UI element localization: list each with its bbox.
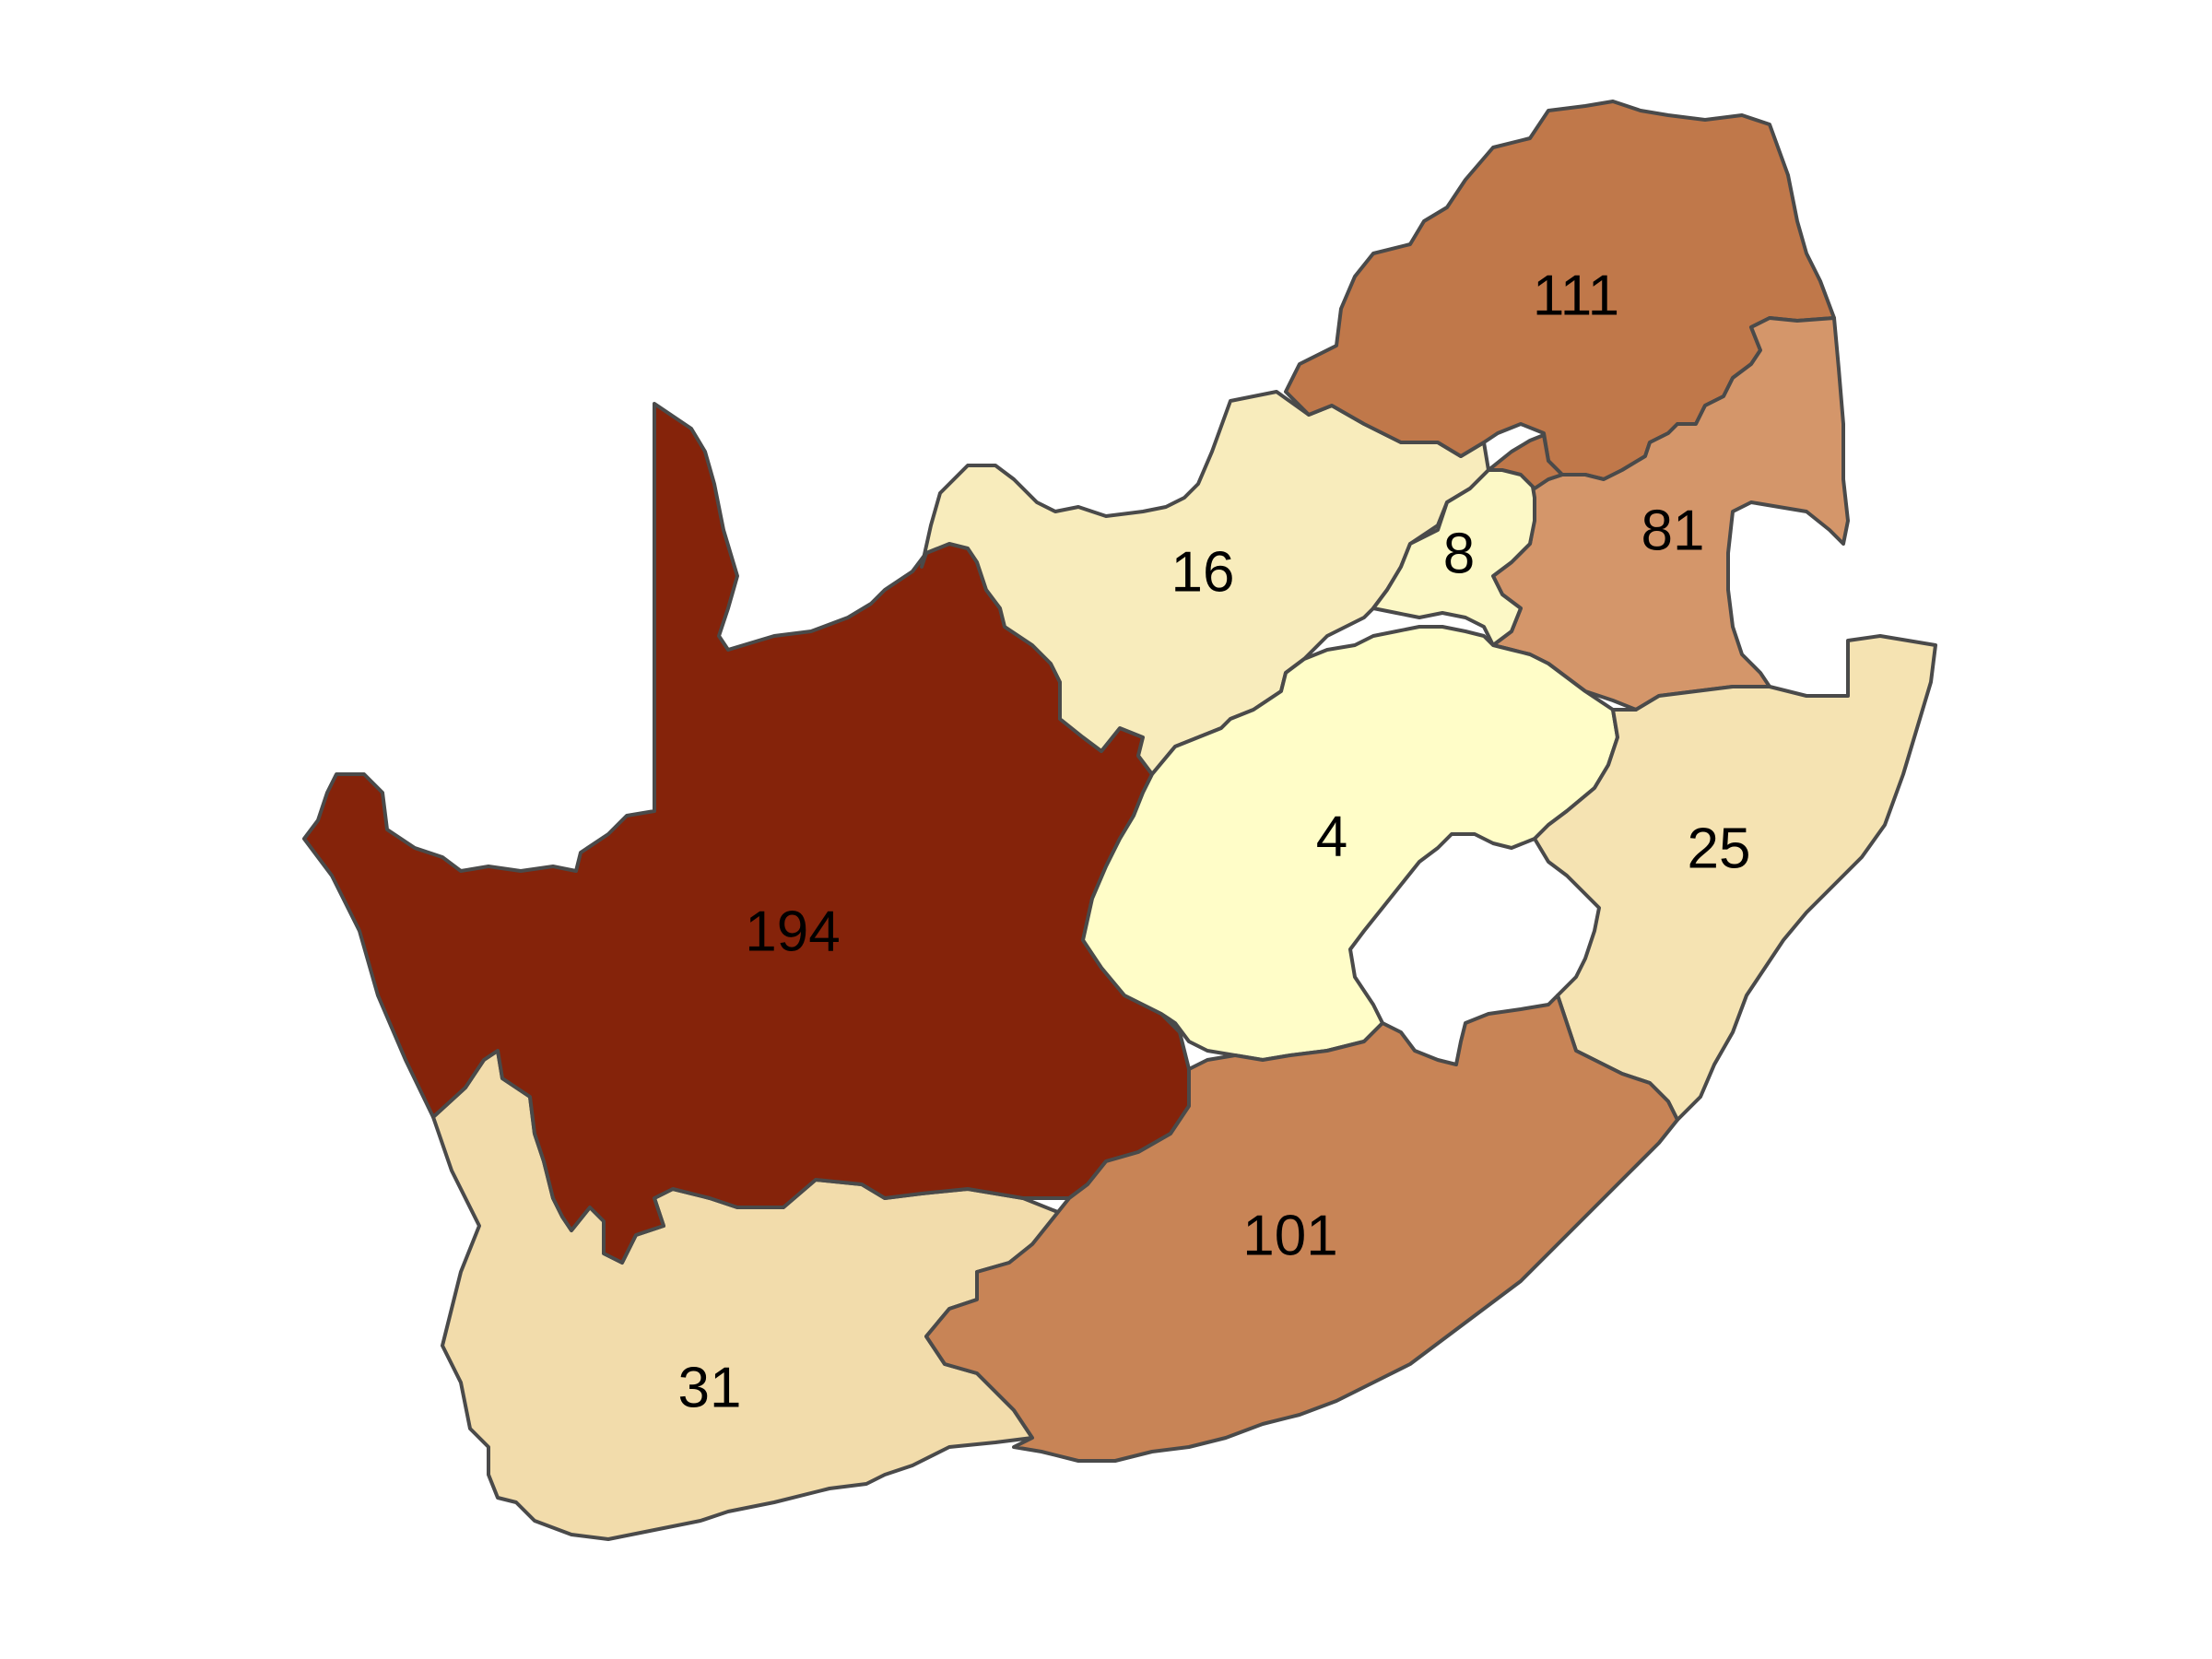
label-free-state: 4 — [1316, 805, 1347, 868]
region-gauteng-inner — [1487, 433, 1564, 490]
label-gauteng: 8 — [1443, 522, 1475, 585]
label-limpopo: 111 — [1533, 264, 1619, 327]
label-north-west: 16 — [1171, 540, 1235, 604]
label-eastern-cape: 101 — [1242, 1204, 1337, 1267]
region-kwazulu-natal[interactable] — [1533, 634, 1937, 1122]
region-eastern-cape[interactable] — [924, 994, 1679, 1463]
label-kwazulu-natal: 25 — [1688, 817, 1751, 880]
label-western-cape: 31 — [678, 1356, 742, 1419]
label-northern-cape: 194 — [745, 900, 840, 963]
label-mpumalanga: 81 — [1641, 499, 1705, 562]
